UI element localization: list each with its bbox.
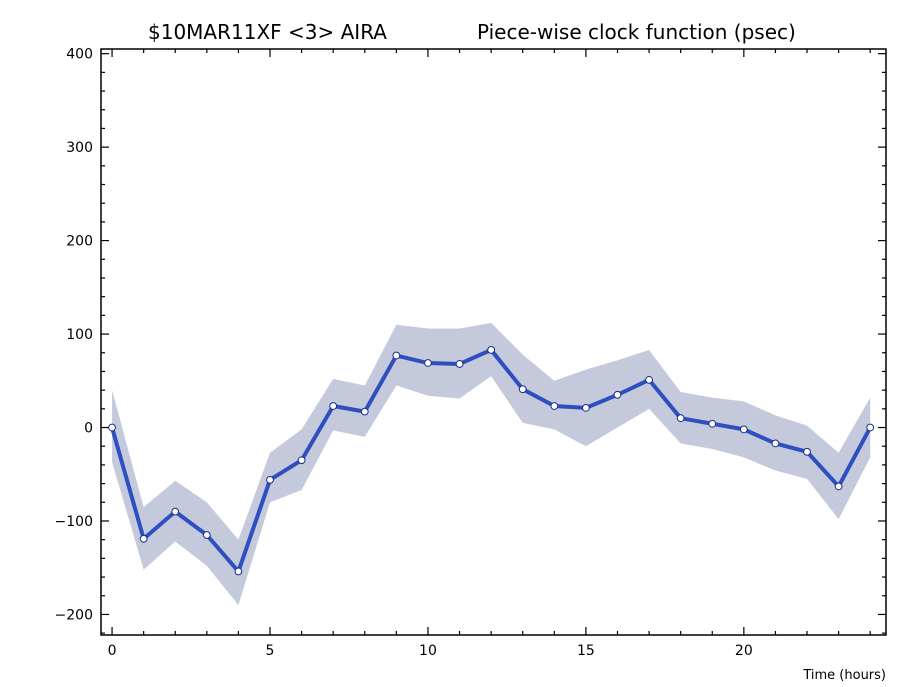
data-point (297, 456, 306, 465)
data-point (202, 531, 211, 539)
data-point (739, 425, 748, 434)
chart-title-right: Piece-wise clock function (psec) (477, 20, 796, 44)
x-tick-label: 20 (735, 643, 753, 659)
data-point (834, 482, 843, 491)
data-point (360, 407, 369, 416)
data-point (771, 439, 780, 448)
x-tick-label: 15 (577, 643, 595, 659)
x-tick-label: 10 (419, 643, 437, 659)
data-point (139, 534, 148, 543)
data-point (424, 359, 432, 367)
x-tick-labels: 0 5 10 15 20 (108, 643, 753, 659)
y-tick-labels: −200 −100 0 100 200 300 400 (55, 47, 93, 624)
y-tick-label: 0 (84, 421, 93, 437)
y-tick-label: 200 (66, 234, 93, 250)
data-point (392, 351, 401, 360)
data-point (550, 402, 559, 410)
plot-frame (100, 48, 887, 636)
uncertainty-band-layer (112, 322, 871, 606)
data-point (455, 360, 464, 368)
data-point (613, 390, 622, 399)
y-tick-label: 100 (66, 327, 93, 343)
data-point (234, 567, 243, 576)
data-point (329, 402, 338, 410)
data-point (108, 423, 116, 432)
x-tick-label: 5 (266, 643, 275, 659)
y-tick-label: 300 (66, 140, 93, 156)
data-point (866, 423, 875, 432)
data-point (676, 414, 685, 423)
x-tick-label: 0 (108, 643, 117, 659)
axis-ticks (101, 49, 886, 635)
y-tick-label: 400 (66, 47, 93, 63)
data-point (171, 507, 180, 516)
data-point (518, 385, 527, 394)
data-point-layer (108, 346, 875, 576)
data-point (803, 447, 811, 456)
x-axis-label: Time (hours) (802, 668, 886, 683)
data-point (645, 375, 653, 384)
y-tick-label: −200 (55, 607, 93, 623)
y-tick-label: −100 (55, 514, 93, 530)
chart-title-left: $10MAR11XF <3> AIRA (148, 20, 387, 44)
data-point (266, 475, 274, 484)
data-point (487, 346, 496, 354)
data-point (708, 419, 717, 428)
data-point (582, 403, 590, 412)
uncertainty-band (112, 322, 871, 606)
